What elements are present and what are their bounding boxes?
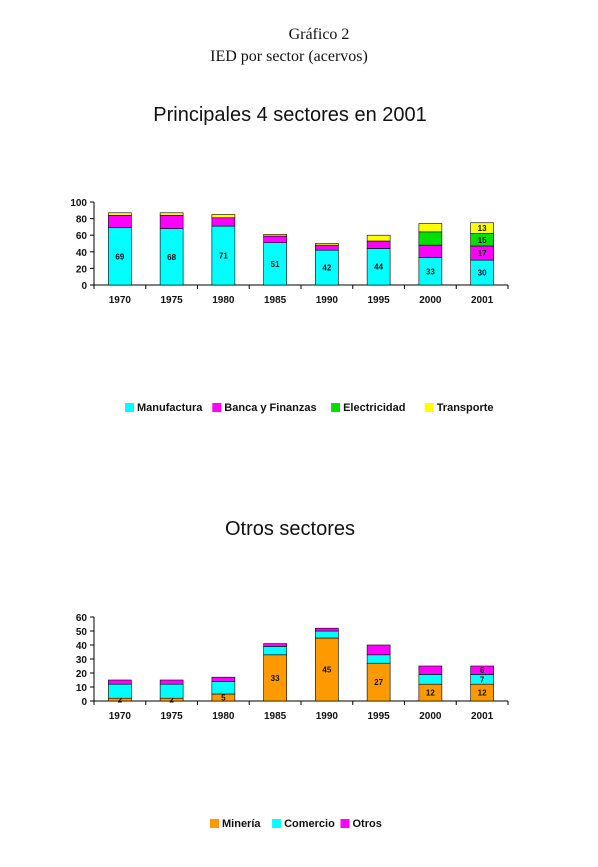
chart-title: Principales 4 sectores en 2001 <box>153 104 427 126</box>
legend-swatch <box>340 819 350 828</box>
legend-swatch <box>424 403 434 412</box>
data-label: 27 <box>374 678 383 687</box>
chart-group-2: Otros sectores 0 10 20 30 40 50 60 2 1970 2 1975 5 19… <box>76 518 509 830</box>
data-label: 51 <box>271 260 280 269</box>
bar-segment-otros <box>108 679 132 685</box>
figure-subtitle: IED por sector (acervos) <box>210 48 368 65</box>
x-tick-label: 1990 <box>316 295 339 306</box>
bar-segment-comercio <box>315 630 339 639</box>
legend-entry: Otros <box>353 818 382 830</box>
x-tick-label: 2000 <box>419 295 442 306</box>
x-tick-label: 1985 <box>264 295 287 306</box>
bar-segment-otros <box>211 676 236 682</box>
legend-entry: Electricidad <box>343 402 405 414</box>
x-tick-label: 1975 <box>161 711 184 722</box>
legend-swatch <box>210 819 219 828</box>
data-label: 33 <box>426 267 435 276</box>
bar-segment-transporte <box>108 212 132 216</box>
bar-segment-comercio <box>263 646 287 656</box>
data-label: 7 <box>480 675 485 684</box>
data-label: 5 <box>221 694 226 703</box>
x-tick-label: 2001 <box>471 711 494 722</box>
legend-swatch <box>272 819 282 828</box>
bar-segment-comercio <box>108 683 132 699</box>
legend: Minería Comercio Otros <box>210 818 382 830</box>
data-label: 44 <box>374 263 383 272</box>
x-tick-label: 2000 <box>419 711 442 722</box>
legend: Manufactura Banca y Finanzas Electricidad T… <box>125 402 494 414</box>
bar-segment-otros <box>366 644 391 656</box>
legend-entry: Transporte <box>437 402 494 414</box>
bar-segment-otros <box>263 643 287 647</box>
bar-segment-otros <box>315 627 339 632</box>
x-tick-label: 1970 <box>109 711 132 722</box>
x-tick-label: 1995 <box>368 711 391 722</box>
data-label: 12 <box>426 689 435 698</box>
x-tick-label: 2001 <box>471 295 494 306</box>
y-tick-label: 0 <box>81 281 87 292</box>
legend-entry: Comercio <box>284 818 335 830</box>
data-label: 30 <box>478 269 487 278</box>
y-tick-label: 50 <box>76 627 88 638</box>
bar-segment-transporte <box>366 234 391 242</box>
bar-segment-transporte <box>418 223 443 233</box>
legend-swatch <box>125 403 134 412</box>
data-label: 17 <box>478 249 487 258</box>
chart-principales-sectores: Principales 4 sectores en 2001 0 20 40 60 80 1… <box>70 104 509 414</box>
bar-segment-otros <box>470 665 494 675</box>
bar-segment-transporte <box>315 243 339 246</box>
legend-entry: Banca y Finanzas <box>224 402 316 414</box>
data-label: 68 <box>167 253 176 262</box>
data-label: 2 <box>169 696 174 705</box>
data-label: 13 <box>478 224 487 233</box>
y-tick-label: 80 <box>76 215 88 226</box>
data-label: 2 <box>118 696 123 705</box>
y-tick-label: 40 <box>76 248 88 259</box>
data-label: 71 <box>219 252 228 261</box>
chart-title: Otros sectores <box>225 518 355 540</box>
bar-segment-comercio <box>211 681 236 695</box>
x-tick-label: 1980 <box>212 711 235 722</box>
legend-swatch <box>331 403 341 412</box>
y-tick-label: 20 <box>76 264 88 275</box>
bar-segment-transporte <box>211 214 236 219</box>
data-label: 69 <box>115 252 124 261</box>
data-label: 33 <box>271 674 280 683</box>
legend-swatch <box>212 403 222 412</box>
x-tick-label: 1985 <box>264 711 287 722</box>
y-tick-label: 10 <box>76 683 88 694</box>
x-tick-label: 1990 <box>316 711 339 722</box>
legend-entry: Manufactura <box>137 402 203 414</box>
x-tick-label: 1980 <box>212 295 235 306</box>
y-tick-label: 40 <box>76 641 88 652</box>
bar-segment-transporte <box>263 234 287 237</box>
x-tick-label: 1995 <box>368 295 391 306</box>
legend-entry: Minería <box>222 818 261 830</box>
bar-segment-transporte <box>159 212 184 216</box>
y-tick-label: 30 <box>76 655 88 666</box>
data-label: 15 <box>478 236 487 245</box>
chart-group-1: Principales 4 sectores en 2001 0 20 40 60 80 1… <box>70 104 509 414</box>
x-tick-label: 1975 <box>161 295 184 306</box>
x-tick-label: 1970 <box>109 295 132 306</box>
y-tick-label: 20 <box>76 669 88 680</box>
bar-segment-otros <box>159 679 184 685</box>
y-tick-label: 60 <box>76 613 88 624</box>
y-tick-label: 60 <box>76 231 88 242</box>
y-tick-label: 100 <box>70 198 87 209</box>
bar-segment-comercio <box>418 674 443 685</box>
figure-title: Gráfico 2 <box>288 26 350 43</box>
data-label: 45 <box>322 666 331 675</box>
bar-segment-transporte <box>470 222 494 234</box>
bar-segment-otros <box>418 665 443 675</box>
bar-segment-comercio <box>366 654 391 664</box>
data-label: 6 <box>480 666 485 675</box>
bar-segment-comercio <box>159 683 184 699</box>
y-tick-label: 0 <box>81 697 87 708</box>
data-label: 12 <box>478 689 487 698</box>
data-label: 42 <box>322 264 331 273</box>
